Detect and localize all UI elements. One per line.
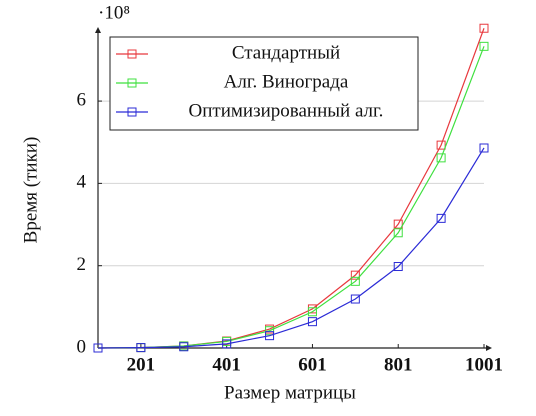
point: [307, 317, 317, 327]
x-tick-label: 1001: [465, 354, 503, 375]
point: [136, 343, 146, 353]
point: [436, 213, 446, 223]
point: [479, 23, 489, 33]
x-axis-label: Размер матрицы: [224, 382, 356, 403]
legend-marker: [127, 78, 137, 88]
x-axis-arrow: [486, 345, 492, 351]
point: [350, 294, 360, 304]
point: [307, 307, 317, 317]
legend-label: Оптимизированный алг.: [189, 100, 384, 121]
point: [179, 342, 189, 352]
point: [265, 326, 275, 336]
point: [222, 339, 232, 349]
point: [393, 219, 403, 229]
legend-label: Стандартный: [232, 42, 340, 63]
point: [265, 331, 275, 341]
point: [479, 41, 489, 51]
point: [350, 276, 360, 286]
legend-box: [109, 36, 419, 131]
point: [479, 143, 489, 153]
point: [436, 153, 446, 163]
x-tick-label: 601: [298, 354, 327, 375]
series-line: [97, 147, 485, 349]
y-scale-label: ·10⁸: [98, 2, 130, 23]
y-axis-arrow: [95, 27, 101, 33]
legend-marker: [127, 49, 137, 59]
point: [393, 262, 403, 272]
y-tick-label: 0: [77, 336, 87, 357]
y-axis-label: Время (тики): [20, 137, 41, 244]
x-tick-label: 401: [212, 354, 241, 375]
x-tick-label: 801: [384, 354, 413, 375]
point: [436, 140, 446, 150]
point: [393, 228, 403, 238]
point: [93, 343, 103, 353]
x-tick-label: 201: [127, 354, 156, 375]
y-tick-label: 2: [77, 254, 87, 275]
legend-marker: [127, 107, 137, 117]
y-tick-label: 4: [77, 172, 87, 193]
legend-label: Алг. Винограда: [224, 71, 349, 92]
point: [350, 270, 360, 280]
y-tick-label: 6: [77, 89, 87, 110]
